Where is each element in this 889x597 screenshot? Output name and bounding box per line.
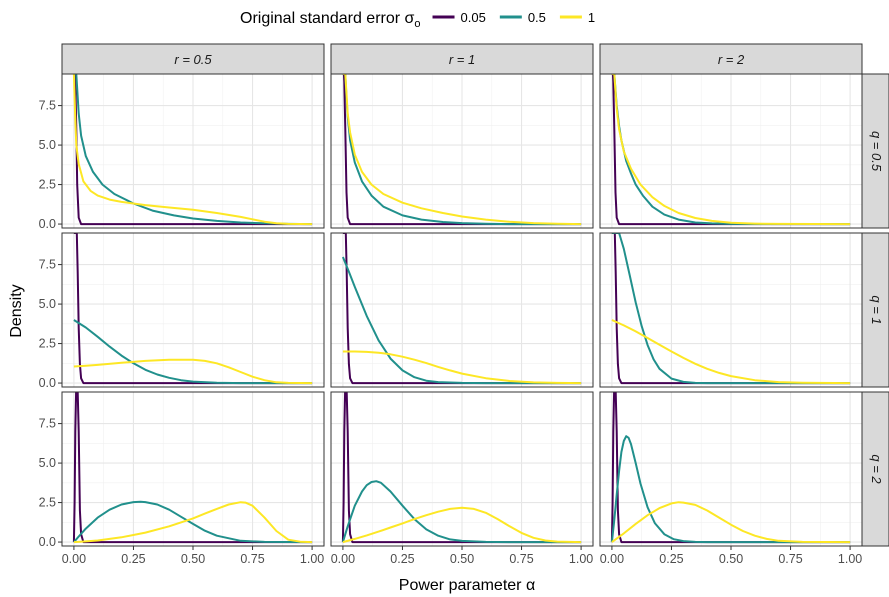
x-tick-label: 0.00 [600,552,624,566]
y-tick-label: 7.5 [39,417,56,431]
legend-label-0: 0.05 [461,10,486,25]
series-line-1 [611,501,851,544]
col-strip-2 [599,43,863,75]
series-line-0.05 [342,233,582,385]
series-line-1 [611,319,851,385]
x-tick-label: 0.75 [778,552,802,566]
panel-border [599,232,863,388]
x-axis-label: Power parameter α [399,577,535,594]
series-line-0.05 [611,233,851,385]
y-tick-label: 7.5 [39,258,56,272]
col-strip-label-0: r = 0.5 [174,52,212,67]
panel-r2-c0: 0.0 2.5 5.0 7.5 0.00 0.25 0.50 0.75 1.00 [39,391,325,566]
panel-border [330,73,594,229]
x-tick-label: 0.50 [181,552,205,566]
y-tick-label: 2.5 [39,337,56,351]
y-tick-label: 2.5 [39,496,56,510]
panel-r2-c2: 0.00 0.25 0.50 0.75 1.00 [599,391,863,566]
x-tick-label: 0.75 [240,552,264,566]
series-line-1 [73,358,313,385]
legend-title: Original standard error σo [240,10,421,30]
row-strip-label-1: q = 1 [869,295,884,324]
series-line-0.5 [73,319,313,385]
col-strip-label-2: r = 2 [718,52,745,67]
series-line-0.5 [610,435,851,544]
legend-label-2: 1 [588,10,595,25]
panel-r0-c2 [599,73,863,229]
series-line-1 [342,350,582,385]
y-tick-label: 0.0 [39,376,56,390]
legend: Original standard error σo 0.05 0.5 1 [240,10,595,30]
col-strip-0 [61,43,325,75]
panel-border [330,232,594,388]
panel-r2-c1: 0.00 0.25 0.50 0.75 1.00 [330,391,594,566]
panel-r0-c1 [330,73,594,229]
x-tick-label: 0.00 [331,552,355,566]
panel-border [61,73,325,229]
series-line-1 [73,501,313,544]
row-strip-2 [861,391,889,547]
x-tick-label: 1.00 [300,552,324,566]
series-line-1 [72,74,313,226]
panel-r1-c1 [330,232,594,388]
series-line-0.05 [341,392,582,544]
y-tick-label: 7.5 [39,99,56,113]
legend-label-1: 0.5 [528,10,546,25]
y-tick-label: 5.0 [39,297,56,311]
series-line-0.5 [73,500,313,544]
x-tick-label: 0.25 [121,552,145,566]
panels: r = 0.5 r = 1 r = 2 q = 0.5 q = 1 q = 2 0.0 2.5… [39,43,889,566]
row-strip-label-0: q = 0.5 [869,131,884,172]
series-line-0.5 [341,256,582,385]
panel-r0-c0: 0.0 2.5 5.0 7.5 [39,73,325,231]
series-line-1 [342,74,582,226]
col-strip-1 [330,43,594,75]
x-tick-label: 0.00 [62,552,86,566]
series-line-1 [342,506,582,544]
series-line-0.05 [73,233,313,385]
x-tick-label: 0.25 [390,552,414,566]
row-strip-label-2: q = 2 [869,454,884,484]
legend-title-subscript: o [414,18,420,30]
y-axis-label: Density [8,284,25,337]
y-tick-label: 0.0 [39,535,56,549]
y-tick-label: 5.0 [39,138,56,152]
y-tick-label: 2.5 [39,178,56,192]
series-line-0.05 [342,74,582,226]
panel-border [599,73,863,229]
x-tick-label: 0.50 [450,552,474,566]
row-strip-0 [861,73,889,229]
x-tick-label: 1.00 [569,552,593,566]
x-tick-label: 1.00 [838,552,862,566]
panel-r1-c0: 0.0 2.5 5.0 7.5 [39,232,325,390]
panel-border [61,232,325,388]
series-line-1 [611,74,851,226]
x-tick-label: 0.50 [719,552,743,566]
series-line-0.5 [341,480,582,544]
series-line-0.05 [72,392,313,544]
col-strip-label-1: r = 1 [449,52,475,67]
series-line-0.05 [611,74,851,226]
x-tick-label: 0.75 [509,552,533,566]
y-tick-label: 5.0 [39,456,56,470]
y-tick-label: 0.0 [39,217,56,231]
x-tick-label: 0.25 [659,552,683,566]
panel-r1-c2 [599,232,863,388]
